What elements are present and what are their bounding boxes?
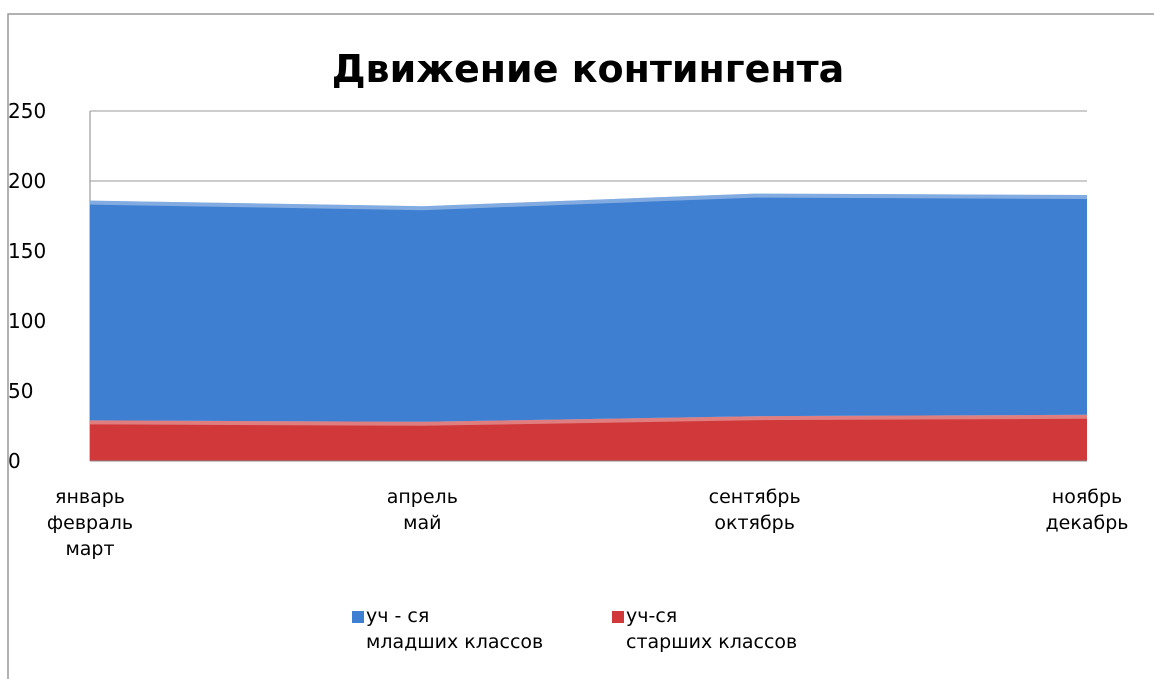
chart-frame [7,13,1154,679]
y-tick-label: 50 [8,379,33,403]
area [90,414,1087,461]
y-tick-label: 250 [8,99,46,123]
area-edge [89,193,1088,211]
area-edge [89,414,1088,426]
y-tick-label: 0 [8,449,21,473]
area [90,193,1087,422]
legend-label: уч - ся младших классов [366,605,544,653]
y-tick-label: 200 [8,169,46,193]
y-tick-label: 100 [8,309,46,333]
x-tick-label: январь февраль март [46,486,134,560]
chart-title: Движение контингента [332,47,845,91]
legend-swatch [612,611,624,623]
legend-swatch [352,611,364,623]
y-tick-label: 150 [8,239,46,263]
x-tick-label: сентябрь октябрь [708,486,801,534]
x-tick-label: ноябрь декабрь [1045,486,1129,534]
legend-label: уч-ся старших классов [626,605,798,653]
x-tick-label: апрель май [386,486,458,534]
